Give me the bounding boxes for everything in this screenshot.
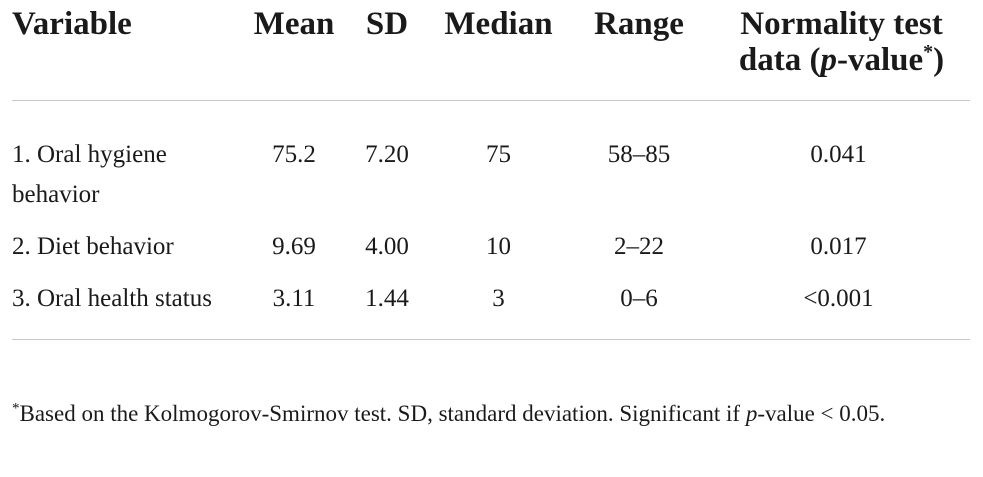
header-range: Range	[594, 6, 684, 42]
header-variable: Variable	[12, 6, 132, 42]
table-row: 2. Diet behavior 9.69 4.00 10 2–22 0.017	[12, 215, 970, 267]
cell-mean: 3.11	[272, 285, 316, 312]
cell-range: 2–22	[614, 233, 664, 260]
table-row: 1. Oral hygiene behavior 75.2 7.20 75 58…	[12, 101, 970, 216]
cell-median: 3	[492, 285, 505, 312]
header-asterisk: *	[923, 41, 934, 63]
header-normality-line1: Normality test	[740, 6, 943, 42]
cell-variable: 2. Diet behavior	[12, 233, 174, 260]
cell-p-value: 0.041	[810, 141, 867, 168]
cell-p-value: <0.001	[803, 285, 874, 312]
cell-mean: 75.2	[272, 141, 316, 168]
footnote-tail: -value < 0.05.	[757, 401, 886, 426]
descriptive-statistics-table: Variable Mean SD Median Range Normality …	[12, 0, 970, 340]
header-row: Variable Mean SD Median Range Normality …	[12, 0, 970, 101]
table-header: Variable Mean SD Median Range Normality …	[12, 0, 970, 101]
cell-mean: 9.69	[272, 233, 316, 260]
cell-p-value: 0.017	[810, 233, 867, 260]
table-body: 1. Oral hygiene behavior 75.2 7.20 75 58…	[12, 101, 970, 340]
cell-range: 58–85	[607, 141, 671, 168]
header-normality-prefix: data (	[738, 42, 821, 78]
cell-sd: 4.00	[365, 233, 409, 260]
header-mean: Mean	[253, 6, 335, 42]
cell-variable: 3. Oral health status	[12, 285, 212, 312]
footnote-text: Based on the Kolmogorov-Smirnov test. SD…	[19, 401, 746, 426]
header-p-italic: p	[820, 42, 837, 78]
header-close-paren: )	[933, 42, 945, 78]
header-value-text: -value	[836, 42, 924, 78]
cell-sd: 7.20	[365, 141, 409, 168]
table-row: 3. Oral health status 3.11 1.44 3 0–6 <0…	[12, 267, 970, 340]
footnote-p-italic: p	[745, 401, 758, 426]
footnote-asterisk: *	[12, 400, 20, 417]
cell-median: 75	[486, 141, 511, 168]
cell-variable: 1. Oral hygiene behavior	[12, 141, 167, 208]
header-median: Median	[444, 6, 553, 42]
cell-median: 10	[486, 233, 511, 260]
cell-sd: 1.44	[365, 285, 409, 312]
header-sd: SD	[365, 6, 409, 42]
header-normality-test: Normality test data (p-value*)	[707, 0, 970, 101]
table-footnote: *Based on the Kolmogorov-Smirnov test. S…	[12, 395, 970, 433]
cell-range: 0–6	[620, 285, 658, 312]
